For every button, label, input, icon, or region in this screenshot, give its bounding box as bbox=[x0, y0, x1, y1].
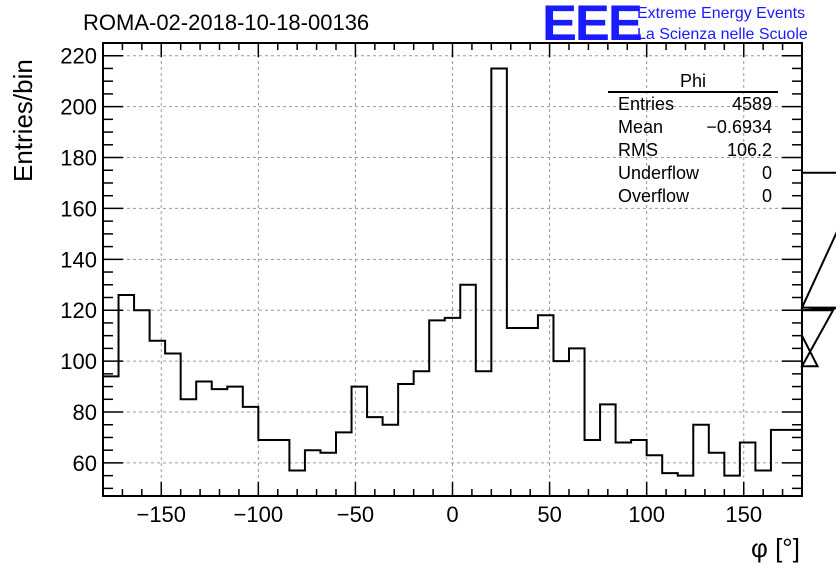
stat-label: Overflow bbox=[618, 186, 690, 206]
stat-value: 0 bbox=[761, 163, 772, 183]
tick-labels: −150 −100 −50 0 50 100 150 60 80 100 120 140 160 180 2… bbox=[60, 44, 762, 527]
logo-caption-line1: Extreme Energy Events bbox=[637, 5, 806, 22]
stat-row-rms: RMS 106.2 bbox=[608, 139, 778, 162]
stat-label: Underflow bbox=[618, 163, 700, 183]
y-tick-label: 60 bbox=[73, 451, 97, 476]
x-axis-label: φ [°] bbox=[751, 533, 800, 563]
y-tick-label: 220 bbox=[60, 44, 97, 69]
x-tick-label: 100 bbox=[628, 502, 665, 527]
plot-title: ROMA-02-2018-10-18-00136 bbox=[83, 10, 370, 35]
stats-title: Phi bbox=[608, 72, 778, 93]
stat-row-overflow: Overflow 0 bbox=[608, 185, 778, 208]
y-tick-label: 200 bbox=[60, 95, 97, 120]
x-tick-label: −50 bbox=[337, 502, 374, 527]
y-tick-label: 180 bbox=[60, 146, 97, 171]
x-tick-label: 150 bbox=[725, 502, 762, 527]
logo-caption-line2: La Scienza nelle Scuole bbox=[637, 26, 808, 43]
stat-row-entries: Entries 4589 bbox=[608, 93, 778, 116]
x-tick-label: 0 bbox=[446, 502, 458, 527]
stat-value: 0 bbox=[761, 186, 772, 206]
stat-row-underflow: Underflow 0 bbox=[608, 162, 778, 185]
histogram-outline bbox=[102, 67, 836, 496]
y-tick-label: 100 bbox=[60, 349, 97, 374]
stats-box: Phi Entries 4589 Mean −0.6934 RMS 106.2 … bbox=[608, 72, 778, 208]
stat-value: 106.2 bbox=[726, 140, 772, 160]
stat-value: −0.6934 bbox=[706, 117, 772, 137]
axis-ticks bbox=[102, 43, 803, 496]
stat-value: 4589 bbox=[731, 94, 772, 114]
y-tick-label: 80 bbox=[73, 400, 97, 425]
x-tick-label: −150 bbox=[136, 502, 186, 527]
y-tick-label: 160 bbox=[60, 196, 97, 221]
plot-frame bbox=[102, 42, 803, 497]
stat-label: RMS bbox=[618, 140, 658, 160]
x-tick-label: 50 bbox=[537, 502, 561, 527]
y-tick-label: 140 bbox=[60, 247, 97, 272]
stat-row-mean: Mean −0.6934 bbox=[608, 116, 778, 139]
eee-logo: EEE bbox=[542, 0, 643, 51]
stat-label: Mean bbox=[618, 117, 664, 137]
stat-label: Entries bbox=[618, 94, 675, 114]
x-tick-label: −100 bbox=[234, 502, 284, 527]
y-axis-label: Entries/bin bbox=[8, 59, 38, 182]
logo-caption: Extreme Energy Events La Scienza nelle S… bbox=[637, 3, 808, 45]
y-tick-label: 120 bbox=[60, 298, 97, 323]
